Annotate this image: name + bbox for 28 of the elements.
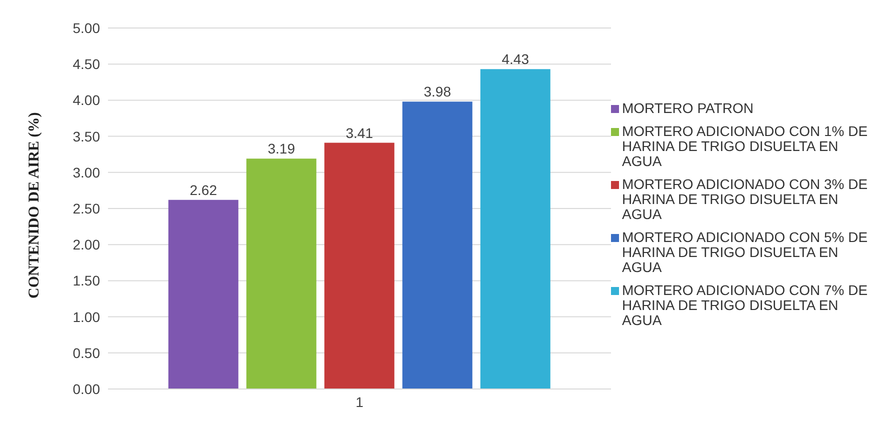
- y-tick-label: 0.50: [72, 344, 100, 361]
- bar: [168, 200, 238, 389]
- y-tick-label: 3.50: [72, 128, 100, 144]
- data-label: 3.19: [268, 140, 296, 157]
- data-label: 4.43: [502, 51, 530, 68]
- y-tick-label: 0.00: [72, 380, 100, 397]
- bar: [402, 102, 472, 389]
- data-label: 2.62: [190, 182, 218, 198]
- bar: [324, 142, 394, 389]
- x-tick-label: 1: [356, 394, 364, 410]
- legend-label: MORTERO PATRON: [622, 100, 754, 116]
- y-tick-label: 5.00: [72, 20, 100, 36]
- bar: [246, 158, 316, 389]
- y-axis-title: CONTENIDO DE AIRE (%): [26, 112, 42, 298]
- legend-label: MORTERO ADICIONADO CON 3% DE HARINA DE TRIGO DISUELTA EN AGUA: [622, 176, 869, 222]
- y-tick-label: 1.00: [72, 308, 100, 325]
- y-tick-label: 1.50: [72, 272, 100, 289]
- y-tick-label: 2.50: [72, 200, 100, 216]
- legend-label: MORTERO ADICIONADO CON 7% DE HARINA DE TRIGO DISUELTA EN AGUA: [622, 282, 869, 328]
- legend-label: MORTERO ADICIONADO CON 1% DE HARINA DE TRIGO DISUELTA EN AGUA: [622, 123, 869, 169]
- y-tick-label: 3.00: [72, 164, 100, 180]
- legend-label: MORTERO ADICIONADO CON 5% DE HARINA DE TRIGO DISUELTA EN AGUA: [622, 229, 869, 275]
- data-label: 3.41: [346, 124, 374, 141]
- y-tick-label: 4.50: [72, 56, 100, 72]
- y-tick-label: 2.00: [72, 236, 100, 253]
- y-tick-label: 4.00: [72, 92, 100, 108]
- bar: [480, 69, 550, 389]
- data-label: 3.98: [424, 84, 452, 100]
